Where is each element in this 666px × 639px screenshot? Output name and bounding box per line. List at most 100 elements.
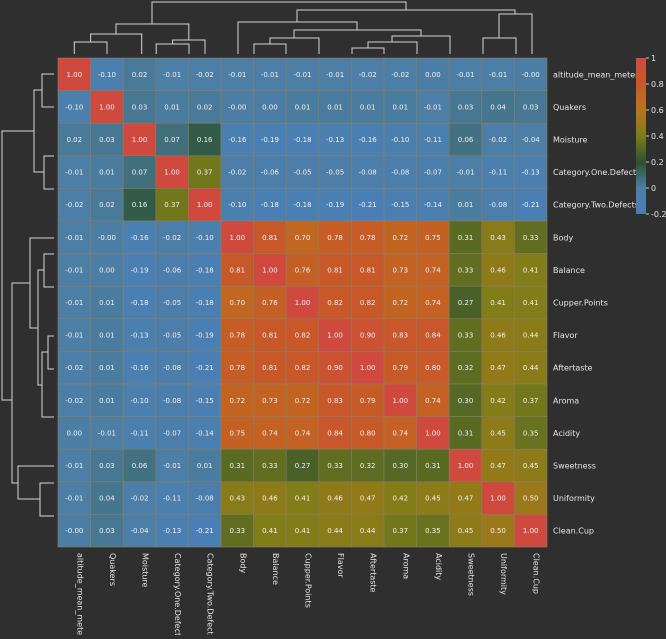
cell-value-label: 0.74 (425, 397, 441, 405)
cell-value-label: 0.01 (197, 462, 213, 470)
cell-value-label: 0.72 (393, 234, 409, 242)
heatmap-cell (155, 90, 189, 124)
heatmap-cell (318, 318, 352, 352)
cell-value-label: 0.33 (458, 266, 474, 274)
cell-value-label: -0.01 (456, 169, 474, 177)
cell-value-label: -0.10 (391, 136, 409, 144)
heatmap-cell (220, 253, 254, 287)
heatmap-cell (57, 481, 91, 515)
cell-value-label: 0.30 (393, 462, 409, 470)
heatmap-cell (285, 253, 320, 287)
cell-value-label: 0.00 (425, 71, 441, 79)
cell-value-label: 0.81 (262, 364, 278, 372)
heatmap-cell (383, 514, 417, 548)
cell-value-label: -0.00 (522, 71, 540, 79)
cell-value-label: -0.02 (65, 364, 83, 372)
heatmap-cell (90, 57, 124, 91)
heatmap-cell (416, 188, 450, 222)
cell-value-label: 0.16 (197, 136, 213, 144)
heatmap-cell (318, 220, 352, 254)
heatmap-cells (57, 57, 548, 548)
row-labels: altitude_mean_meters Quakers Moisture Categ… (553, 70, 643, 535)
heatmap-cell (351, 220, 385, 254)
heatmap-cell (253, 448, 287, 483)
column-label: altitude_mean_meters (75, 553, 84, 635)
cell-value-label: 0.76 (295, 266, 311, 274)
cell-value-label: 0.47 (458, 495, 474, 503)
heatmap-cell (188, 155, 222, 189)
cell-value-label: 0.44 (360, 527, 376, 535)
cell-value-label: 0.00 (262, 103, 278, 111)
cell-value-label: -0.07 (424, 169, 442, 177)
cell-value-label: 1.00 (327, 332, 343, 340)
heatmap-cell (285, 57, 320, 91)
dendrogram-branch (391, 35, 451, 54)
heatmap-cell (448, 351, 483, 385)
cell-value-label: 1.00 (132, 136, 148, 144)
cell-value-label: -0.11 (424, 136, 442, 144)
heatmap-cell (90, 90, 124, 124)
row-label: Sweetness (553, 462, 596, 471)
heatmap-cell (90, 383, 124, 417)
heatmap-cell (285, 285, 320, 320)
heatmap-cell (318, 448, 352, 483)
cell-value-label: -0.01 (98, 429, 116, 437)
cell-value-label: 0.45 (458, 527, 474, 535)
cell-value-label: 0.82 (295, 332, 311, 340)
cell-value-label: -0.01 (65, 495, 83, 503)
cell-value-label: -0.11 (130, 429, 148, 437)
heatmap-cell (57, 448, 91, 483)
cell-value-label: 0.41 (523, 266, 539, 274)
heatmap-cell (318, 188, 352, 222)
cell-value-label: 0.31 (458, 234, 474, 242)
cell-value-label: 0.72 (393, 299, 409, 307)
cell-value-label: 0.70 (230, 299, 246, 307)
cell-value-label: -0.10 (228, 201, 246, 209)
heatmap-cell (514, 188, 548, 222)
heatmap-cell (351, 90, 385, 124)
cell-value-label: 0.46 (327, 495, 343, 503)
heatmap-cell (285, 416, 320, 450)
cell-value-label: -0.16 (359, 136, 378, 144)
cell-value-label: 0.30 (458, 397, 474, 405)
heatmap-cell (90, 318, 124, 352)
column-label: Acidity (434, 553, 443, 580)
heatmap-cell (481, 383, 515, 417)
column-label: Cupper.Points (304, 553, 313, 608)
dendrogram-branch (296, 9, 516, 22)
heatmap-cell (383, 285, 417, 320)
cell-value-label: -0.18 (293, 201, 311, 209)
cell-value-label: 0.44 (523, 364, 539, 372)
heatmap-cell (285, 220, 320, 254)
heatmap-cell (122, 57, 157, 91)
heatmap-cell (448, 90, 483, 124)
heatmap-cell (481, 318, 515, 352)
cell-value-label: 0.84 (425, 332, 441, 340)
cell-value-label: -0.19 (261, 136, 279, 144)
cell-value-label: 0.31 (458, 429, 474, 437)
heatmap-cell (285, 448, 320, 483)
heatmap-cell (481, 253, 515, 287)
cell-value-label: -0.01 (65, 169, 83, 177)
heatmap-cell (481, 57, 515, 91)
cell-value-label: 0.32 (360, 462, 376, 470)
cell-value-label: 0.47 (490, 364, 506, 372)
heatmap-cell (285, 351, 320, 385)
heatmap-cell (253, 285, 287, 320)
heatmap-cell (188, 253, 222, 287)
heatmap-cell (481, 448, 515, 483)
heatmap-cell (57, 188, 91, 222)
cell-value-label: 0.03 (458, 103, 474, 111)
column-label: Moisture (141, 553, 150, 588)
cell-value-label: 0.33 (523, 234, 539, 242)
heatmap-cell (318, 122, 352, 157)
dendrogram-branch (39, 482, 54, 517)
heatmap-cell (220, 188, 254, 222)
colorbar-tick-label: 0.2 (651, 158, 664, 167)
cell-value-label: -0.19 (326, 201, 344, 209)
heatmap-cell (514, 448, 548, 483)
row-label: Category.Two.Defects (553, 201, 639, 210)
cell-value-label: -0.11 (163, 495, 181, 503)
cell-value-label: -0.18 (293, 136, 311, 144)
cell-value-label: -0.21 (196, 364, 214, 372)
